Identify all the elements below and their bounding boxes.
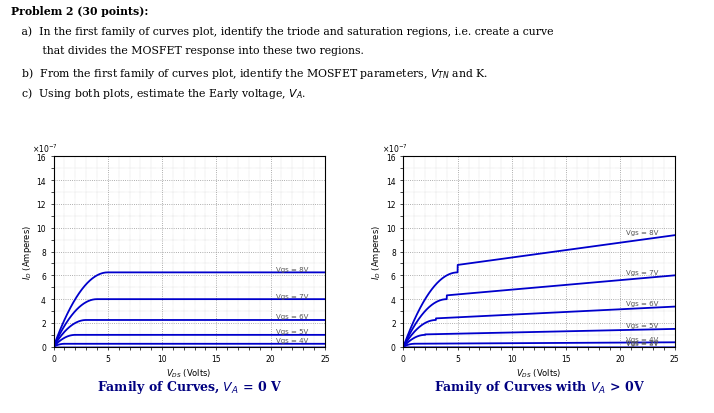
Y-axis label: $I_D$ (Amperes): $I_D$ (Amperes) bbox=[371, 225, 383, 279]
X-axis label: $V_{DS}$ (Volts): $V_{DS}$ (Volts) bbox=[166, 366, 212, 379]
Text: Vgs = 4V: Vgs = 4V bbox=[276, 337, 308, 343]
Text: Vgs = 5V: Vgs = 5V bbox=[626, 323, 658, 328]
Text: Vgs = 8V: Vgs = 8V bbox=[276, 266, 308, 272]
Text: that divides the MOSFET response into these two regions.: that divides the MOSFET response into th… bbox=[11, 46, 363, 56]
Text: Vgs = 3V: Vgs = 3V bbox=[626, 340, 658, 347]
Text: Vgs = 5V: Vgs = 5V bbox=[276, 328, 308, 335]
Text: Vgs = 4V: Vgs = 4V bbox=[626, 336, 658, 342]
Text: a)  In the first family of curves plot, identify the triode and saturation regio: a) In the first family of curves plot, i… bbox=[11, 26, 553, 37]
Text: Problem 2 (30 points):: Problem 2 (30 points): bbox=[11, 6, 148, 17]
Text: $\times 10^{-7}$: $\times 10^{-7}$ bbox=[32, 142, 58, 155]
X-axis label: $V_{DS}$ (Volts): $V_{DS}$ (Volts) bbox=[516, 366, 562, 379]
Y-axis label: $I_D$ (Amperes): $I_D$ (Amperes) bbox=[21, 225, 34, 279]
Text: Vgs = 6V: Vgs = 6V bbox=[276, 313, 308, 320]
Text: Vgs = 8V: Vgs = 8V bbox=[626, 229, 658, 235]
Text: Vgs = 6V: Vgs = 6V bbox=[626, 300, 658, 306]
Text: Vgs = 2V: Vgs = 2V bbox=[626, 339, 658, 345]
Text: Family of Curves, $V_A$ = 0 V: Family of Curves, $V_A$ = 0 V bbox=[96, 378, 282, 395]
Text: c)  Using both plots, estimate the Early voltage, $V_A$.: c) Using both plots, estimate the Early … bbox=[11, 85, 306, 100]
Text: Family of Curves with $V_A$ > 0V: Family of Curves with $V_A$ > 0V bbox=[433, 378, 645, 395]
Text: b)  From the first family of curves plot, identify the MOSFET parameters, $V_{TN: b) From the first family of curves plot,… bbox=[11, 66, 488, 81]
Text: $\times 10^{-7}$: $\times 10^{-7}$ bbox=[382, 142, 408, 155]
Text: Vgs = 7V: Vgs = 7V bbox=[626, 269, 658, 275]
Text: Vgs = 7V: Vgs = 7V bbox=[276, 293, 308, 299]
